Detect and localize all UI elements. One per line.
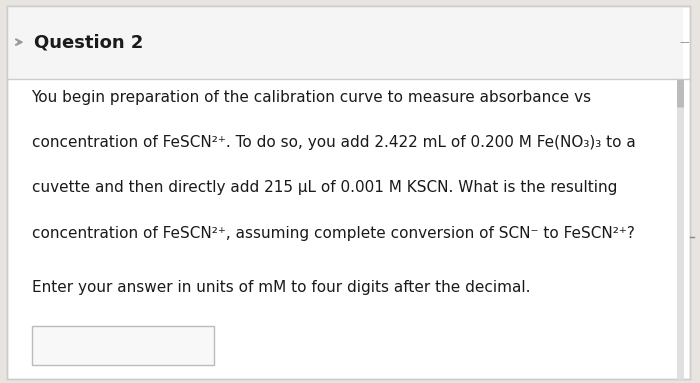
FancyBboxPatch shape xyxy=(32,326,214,365)
Text: —: — xyxy=(680,37,689,47)
Text: Enter your answer in units of mM to four digits after the decimal.: Enter your answer in units of mM to four… xyxy=(32,280,530,295)
Text: concentration of FeSCN²⁺, assuming complete conversion of SCN⁻ to FeSCN²⁺?: concentration of FeSCN²⁺, assuming compl… xyxy=(32,226,634,241)
Text: You begin preparation of the calibration curve to measure absorbance vs: You begin preparation of the calibration… xyxy=(32,90,592,105)
Text: concentration of FeSCN²⁺. To do so, you add 2.422 mL of 0.200 M Fe(NO₃)₃ to a: concentration of FeSCN²⁺. To do so, you … xyxy=(32,135,636,150)
Text: cuvette and then directly add 215 μL of 0.001 M KSCN. What is the resulting: cuvette and then directly add 215 μL of … xyxy=(32,180,617,195)
Text: Question 2: Question 2 xyxy=(34,33,143,51)
FancyBboxPatch shape xyxy=(7,6,682,79)
FancyBboxPatch shape xyxy=(7,6,690,379)
